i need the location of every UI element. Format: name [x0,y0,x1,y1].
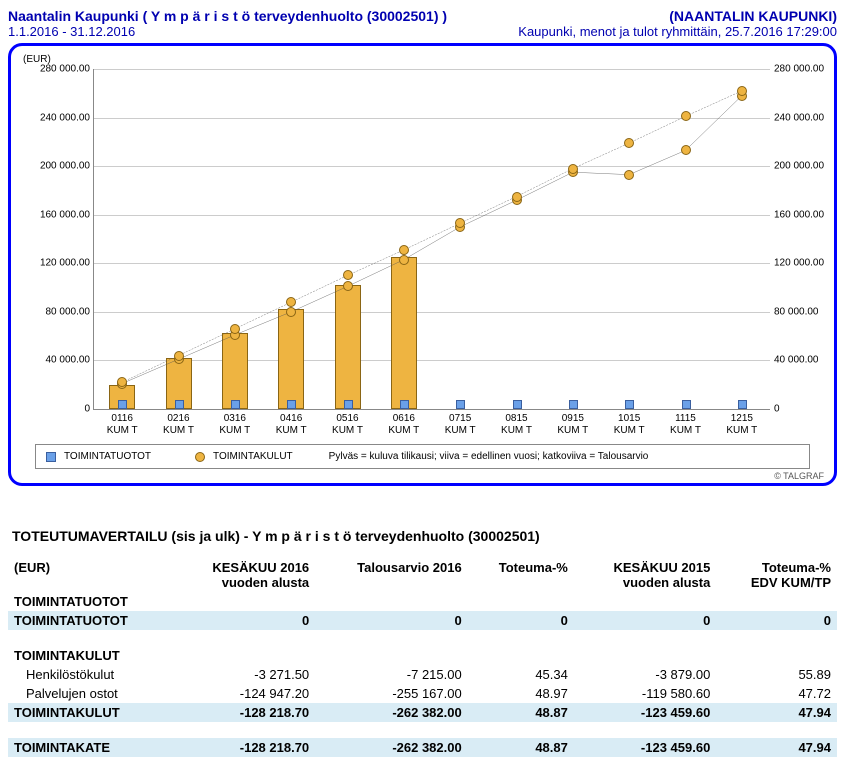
ytick-right: 200 000.00 [774,161,824,172]
col-4: KESÄKUU 2015vuoden alusta [574,558,716,592]
data-point-icon [117,377,127,387]
col-5: Toteuma-%EDV KUM/TP [716,558,837,592]
data-point-icon [512,192,522,202]
ytick-left: 280 000.00 [40,64,90,75]
page-title-left: Naantalin Kaupunki ( Y m p ä r i s t ö t… [8,8,447,24]
ytick-left: 240 000.00 [40,112,90,123]
ytick-left: 80 000.00 [46,306,91,317]
data-point-icon [174,351,184,361]
chart-legend: TOIMINTATUOTOT TOIMINTAKULUT Pylväs = ku… [35,444,810,469]
report-meta: Kaupunki, menot ja tulot ryhmittäin, 25.… [518,24,837,39]
table-title: TOTEUTUMAVERTAILU (sis ja ulk) - Y m p ä… [12,528,837,544]
col-2: Talousarvio 2016 [315,558,468,592]
legend-label-1: TOIMINTATUOTOT [64,451,151,462]
xtick: 0416KUM T [276,413,307,437]
section-kulut: TOIMINTAKULUT [8,646,173,665]
date-range: 1.1.2016 - 31.12.2016 [8,24,135,39]
ytick-right: 280 000.00 [774,64,824,75]
chart-container: (EUR) 0040 000.0040 000.0080 000.0080 00… [8,43,837,486]
data-point-icon [399,255,409,265]
table-row: TOIMINTATUOTOT 0 0 0 0 0 [8,611,837,630]
ytick-left: 160 000.00 [40,209,90,220]
ytick-right: 0 [774,404,780,415]
data-point-icon [624,170,634,180]
chart-unit-label: (EUR) [23,54,828,65]
ytick-left: 200 000.00 [40,161,90,172]
xtick: 1115KUM T [670,413,701,437]
xtick: 0915KUM T [557,413,588,437]
ytick-left: 0 [84,404,90,415]
col-0: (EUR) [8,558,173,592]
data-point-icon [230,324,240,334]
xtick: 1015KUM T [614,413,645,437]
legend-note: Pylväs = kuluva tilikausi; viiva = edell… [329,451,649,462]
xtick: 0216KUM T [163,413,194,437]
legend-marker-circle [195,452,205,462]
data-point-icon [286,297,296,307]
chart-credit: © TALGRAF [17,471,824,481]
xtick: 0316KUM T [219,413,250,437]
xtick: 1215KUM T [726,413,757,437]
xtick: 0516KUM T [332,413,363,437]
data-point-icon [455,218,465,228]
xtick: 0616KUM T [388,413,419,437]
data-point-icon [624,138,634,148]
xtick: 0116KUM T [107,413,138,437]
page-title-right: (NAANTALIN KAUPUNKI) [669,8,837,24]
ytick-right: 80 000.00 [774,306,819,317]
legend-label-2: TOIMINTAKULUT [213,451,293,462]
data-point-icon [286,307,296,317]
ytick-left: 40 000.00 [46,355,91,366]
ytick-right: 160 000.00 [774,209,824,220]
ytick-left: 120 000.00 [40,258,90,269]
data-point-icon [343,281,353,291]
xtick: 0815KUM T [501,413,532,437]
data-point-icon [681,145,691,155]
data-point-icon [681,111,691,121]
comparison-table: (EUR) KESÄKUU 2016vuoden alusta Talousar… [8,558,837,757]
table-row: Henkilöstökulut -3 271.50 -7 215.00 45.3… [8,665,837,684]
table-row: Palvelujen ostot -124 947.20 -255 167.00… [8,684,837,703]
ytick-right: 40 000.00 [774,355,819,366]
data-point-icon [343,270,353,280]
ytick-right: 240 000.00 [774,112,824,123]
data-point-icon [737,86,747,96]
data-point-icon [568,164,578,174]
ytick-right: 120 000.00 [774,258,824,269]
chart-plot-area: 0040 000.0040 000.0080 000.0080 000.0012… [93,69,770,410]
table-row: TOIMINTAKULUT -128 218.70 -262 382.00 48… [8,703,837,722]
xtick: 0715KUM T [445,413,476,437]
legend-marker-square [46,452,56,462]
data-point-icon [399,245,409,255]
section-tuotot: TOIMINTATUOTOT [8,592,173,611]
table-row: TOIMINTAKATE -128 218.70 -262 382.00 48.… [8,738,837,757]
col-1: KESÄKUU 2016vuoden alusta [173,558,315,592]
col-3: Toteuma-% [468,558,574,592]
